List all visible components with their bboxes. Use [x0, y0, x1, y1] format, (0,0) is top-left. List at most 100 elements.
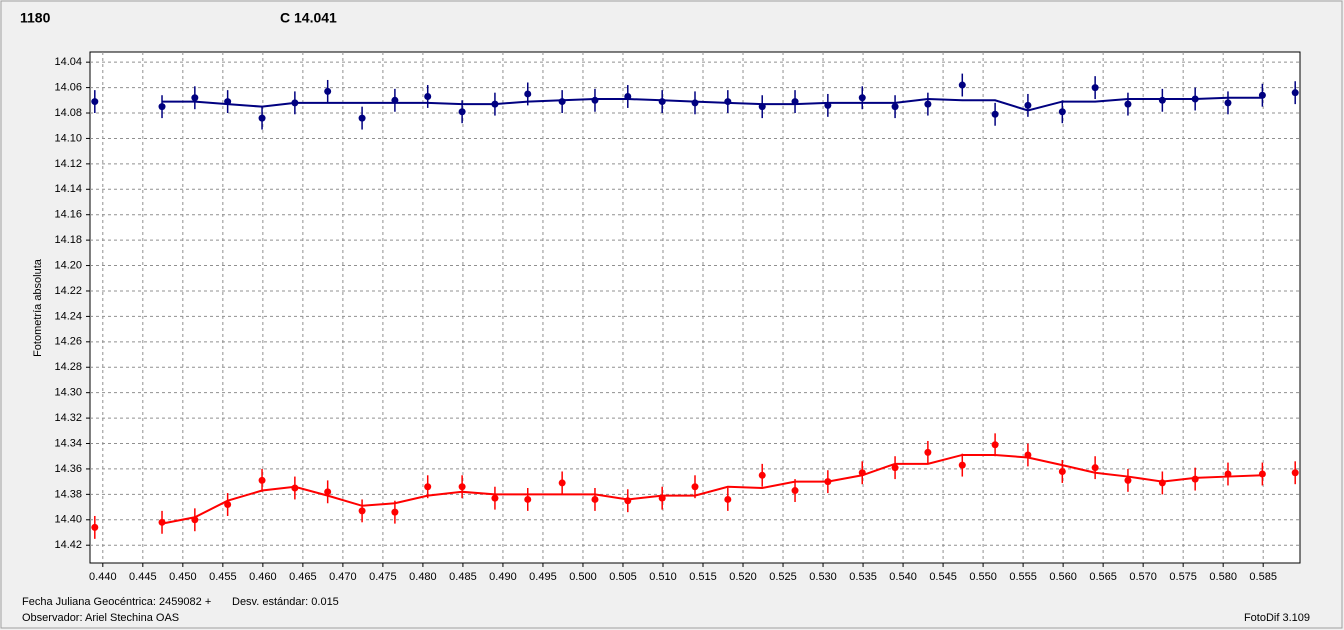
y-tick-label: 14.32: [54, 412, 82, 424]
data-point: [591, 495, 599, 503]
x-tick-label: 0.500: [569, 571, 597, 583]
data-point: [858, 469, 866, 477]
x-tick-label: 0.555: [1009, 571, 1037, 583]
footer-version: FotoDif 3.109: [1244, 612, 1310, 624]
data-point: [1158, 479, 1166, 487]
data-point: [924, 448, 932, 456]
x-tick-label: 0.450: [169, 571, 197, 583]
fit-line: [162, 96, 1263, 112]
x-tick-label: 0.515: [689, 571, 717, 583]
x-tick-label: 0.505: [609, 571, 637, 583]
x-tick-label: 0.535: [849, 571, 877, 583]
data-point: [424, 483, 432, 491]
data-point: [824, 478, 832, 486]
y-tick-label: 14.36: [54, 463, 82, 475]
series-label: 1180: [20, 10, 51, 26]
x-tick-label: 0.570: [1129, 571, 1157, 583]
x-tick-label: 0.525: [769, 571, 797, 583]
footer-std: Desv. estándar: 0.015: [232, 596, 339, 608]
y-tick-label: 14.14: [54, 183, 82, 195]
data-point: [1124, 476, 1132, 484]
y-tick-label: 14.20: [54, 259, 82, 271]
data-point: [91, 523, 99, 531]
data-point: [1224, 470, 1232, 478]
data-point: [991, 441, 999, 449]
data-point: [191, 516, 199, 524]
data-point: [291, 99, 299, 107]
data-point: [924, 100, 932, 108]
data-point: [91, 98, 99, 106]
y-tick-label: 14.28: [54, 361, 82, 373]
x-tick-label: 0.490: [489, 571, 517, 583]
data-point: [1091, 464, 1099, 472]
x-tick-label: 0.495: [529, 571, 557, 583]
data-point: [958, 461, 966, 469]
series-label: C 14.041: [280, 10, 337, 26]
y-tick-label: 14.08: [54, 107, 82, 119]
data-point: [791, 98, 799, 106]
data-point: [491, 100, 499, 108]
data-point: [424, 92, 432, 100]
data-point: [691, 99, 699, 107]
x-tick-label: 0.575: [1169, 571, 1197, 583]
x-tick-label: 0.470: [329, 571, 357, 583]
x-tick-label: 0.460: [249, 571, 277, 583]
data-point: [458, 483, 466, 491]
data-point: [1224, 99, 1232, 107]
data-point: [224, 98, 232, 106]
data-point: [1191, 95, 1199, 103]
footer-observer: Observador: Ariel Stechina OAS: [22, 612, 179, 624]
data-point: [858, 94, 866, 102]
data-point: [991, 110, 999, 118]
data-point: [658, 494, 666, 502]
data-point: [558, 98, 566, 106]
y-tick-label: 14.34: [54, 437, 82, 449]
data-point: [958, 81, 966, 89]
data-point: [1058, 108, 1066, 116]
data-point: [558, 479, 566, 487]
data-point: [1258, 91, 1266, 99]
data-point: [158, 103, 166, 111]
x-tick-label: 0.545: [929, 571, 957, 583]
data-point: [458, 108, 466, 116]
data-point: [491, 494, 499, 502]
data-point: [158, 518, 166, 526]
x-tick-label: 0.585: [1249, 571, 1277, 583]
data-point: [1191, 475, 1199, 483]
data-point: [724, 98, 732, 106]
data-point: [591, 96, 599, 104]
x-tick-label: 0.485: [449, 571, 477, 583]
data-point: [524, 495, 532, 503]
data-point: [1158, 96, 1166, 104]
data-point: [724, 495, 732, 503]
x-tick-label: 0.465: [289, 571, 317, 583]
x-tick-label: 0.510: [649, 571, 677, 583]
data-point: [691, 483, 699, 491]
x-tick-label: 0.560: [1049, 571, 1077, 583]
y-tick-label: 14.26: [54, 336, 82, 348]
data-point: [1291, 469, 1299, 477]
data-point: [1291, 89, 1299, 97]
data-point: [1091, 84, 1099, 92]
data-point: [1024, 451, 1032, 459]
y-tick-label: 14.24: [54, 310, 82, 322]
y-tick-label: 14.22: [54, 285, 82, 297]
y-tick-label: 14.30: [54, 387, 82, 399]
y-tick-label: 14.16: [54, 209, 82, 221]
y-tick-label: 14.38: [54, 488, 82, 500]
y-tick-label: 14.04: [54, 56, 82, 68]
x-tick-label: 0.440: [89, 571, 117, 583]
x-tick-label: 0.520: [729, 571, 757, 583]
footer-date: Fecha Juliana Geocéntrica: 2459082 +: [22, 596, 211, 608]
data-point: [891, 464, 899, 472]
x-tick-label: 0.475: [369, 571, 397, 583]
data-point: [624, 92, 632, 100]
x-tick-label: 0.530: [809, 571, 837, 583]
x-tick-label: 0.565: [1089, 571, 1117, 583]
data-point: [258, 114, 266, 122]
y-tick-label: 14.06: [54, 81, 82, 93]
data-point: [324, 488, 332, 496]
data-point: [524, 90, 532, 98]
data-point: [391, 508, 399, 516]
